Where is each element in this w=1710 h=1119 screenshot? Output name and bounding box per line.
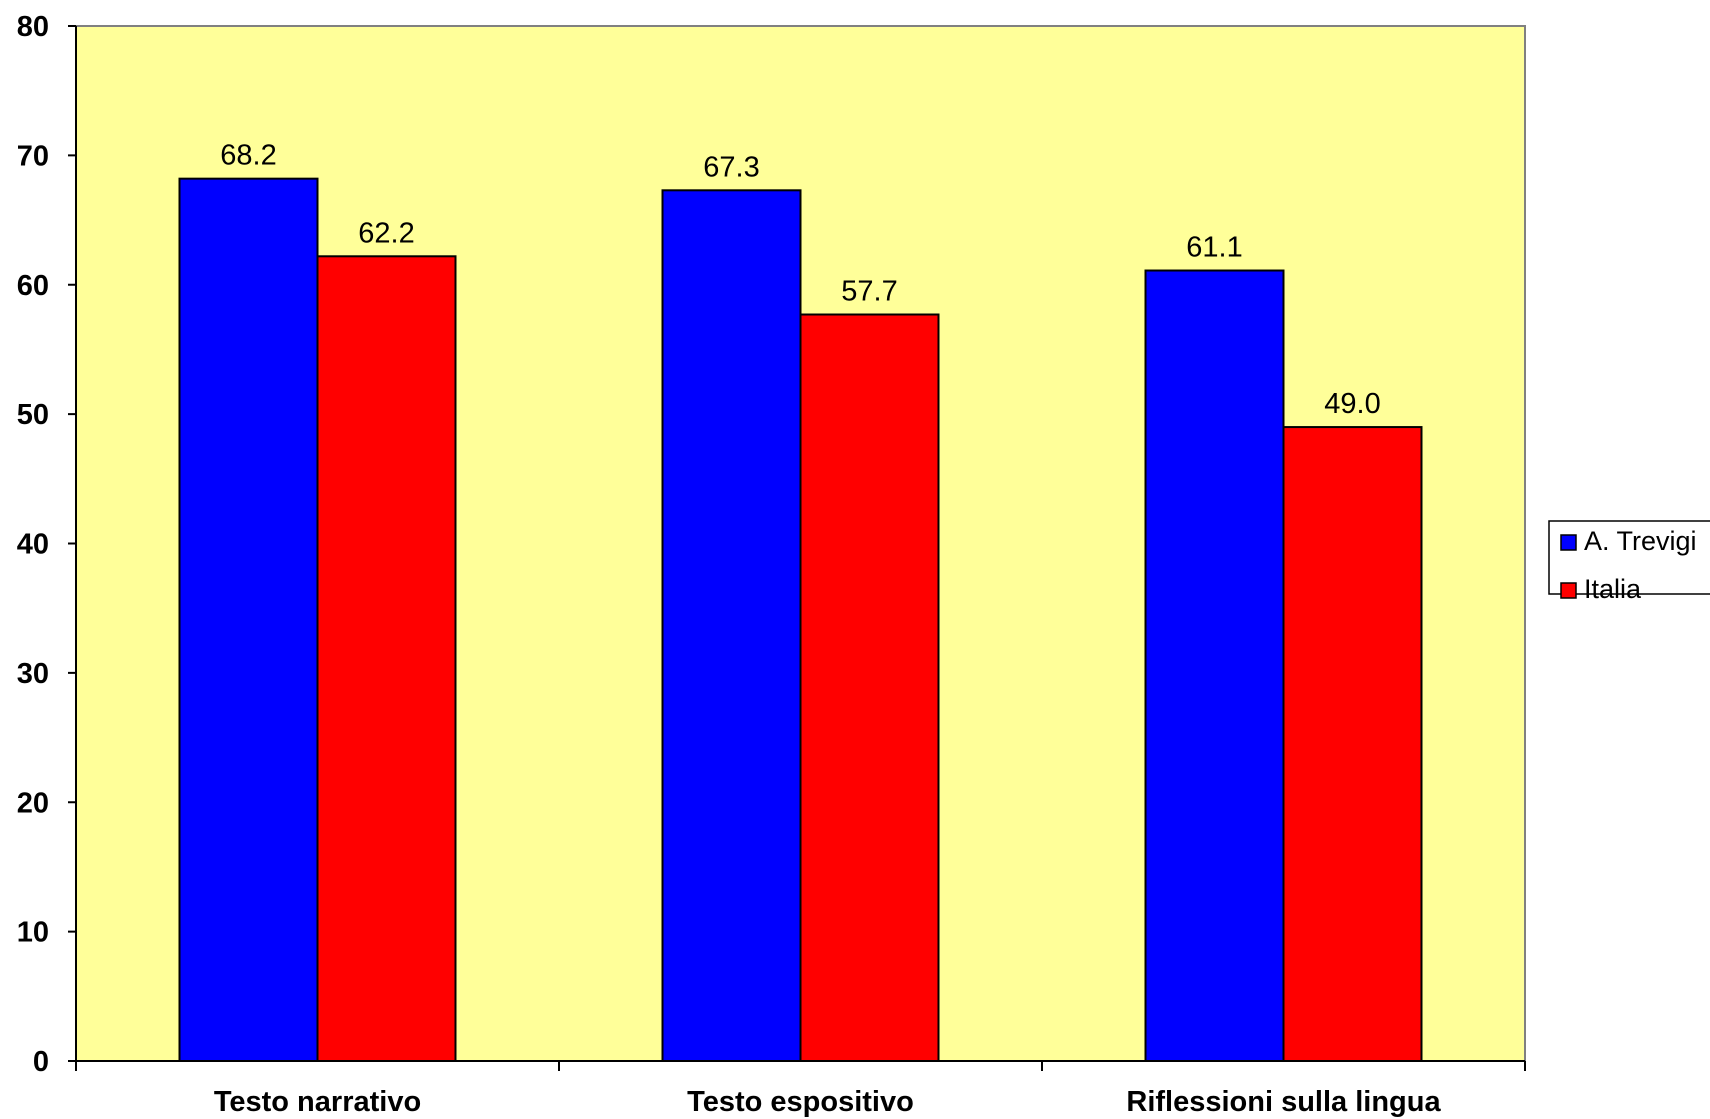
legend: A. Trevigi Italia — [1548, 520, 1710, 604]
y-tick-label-8: 80 — [17, 11, 49, 43]
data-label-1-2: 49.0 — [1324, 388, 1380, 420]
legend-label-0: A. Trevigi — [1584, 526, 1697, 556]
y-tick-label-6: 60 — [17, 270, 49, 302]
bar-0-2 — [1144, 269, 1285, 1062]
legend-swatch-0 — [1560, 534, 1577, 551]
x-tick-label-2: Riflessioni sulla lingua — [1126, 1086, 1441, 1118]
y-tick-label-2: 20 — [17, 787, 49, 819]
bars-group — [178, 177, 1423, 1063]
data-label-0-0: 68.2 — [220, 140, 276, 172]
y-tick-label-1: 10 — [17, 917, 49, 949]
legend-label-1: Italia — [1584, 574, 1642, 604]
y-tick-label-4: 40 — [17, 529, 49, 561]
y-tick-label-0: 0 — [33, 1046, 49, 1078]
x-tick-label-0: Testo narrativo — [214, 1086, 421, 1118]
data-label-1-1: 57.7 — [841, 276, 897, 308]
bar-0-1 — [661, 189, 802, 1062]
bar-1-2 — [1282, 426, 1423, 1062]
bar-1-0 — [316, 255, 457, 1063]
data-labels-group: 68.2 62.2 67.3 57.7 61.1 49.0 — [220, 140, 1380, 420]
legend-box — [1548, 520, 1710, 595]
data-label-0-1: 67.3 — [703, 151, 759, 183]
data-label-1-0: 62.2 — [358, 217, 414, 249]
y-tick-label-7: 70 — [17, 140, 49, 172]
bar-1-1 — [799, 313, 940, 1063]
data-label-0-2: 61.1 — [1186, 232, 1242, 264]
legend-swatch-1 — [1560, 582, 1577, 599]
y-tick-label-3: 30 — [17, 658, 49, 690]
axes-group: Testo narrativo Testo espositivo Riflessio… — [17, 11, 1526, 1118]
bar-0-0 — [178, 177, 319, 1063]
y-tick-label-5: 50 — [17, 399, 49, 431]
x-tick-label-1: Testo espositivo — [687, 1086, 914, 1118]
